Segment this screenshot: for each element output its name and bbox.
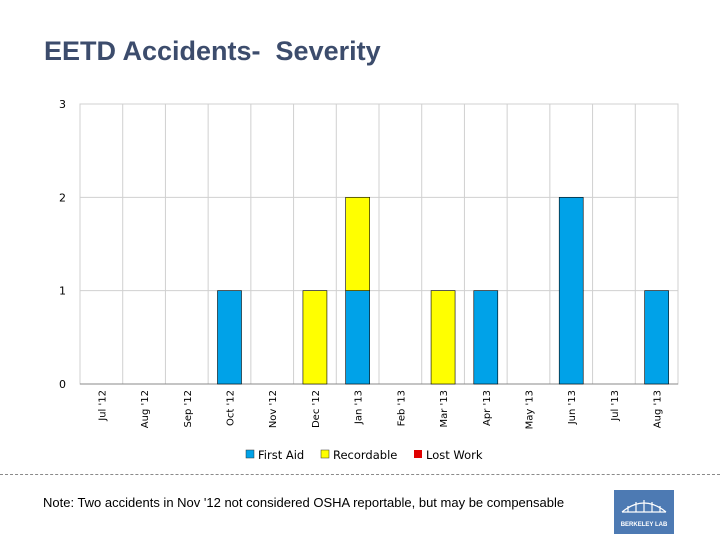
bar-recordable — [345, 197, 370, 291]
bar-recordable — [430, 290, 456, 385]
x-tick-label: May '13 — [525, 390, 536, 429]
legend-swatch — [245, 449, 255, 459]
x-tick-label: Jul '12 — [97, 390, 108, 422]
bar-first-aid — [345, 290, 370, 385]
x-tick-label: Jun '13 — [567, 390, 578, 425]
x-tick-label: Mar '13 — [439, 390, 450, 428]
footnote: Note: Two accidents in Nov '12 not consi… — [43, 495, 565, 510]
x-tick-label: Feb '13 — [396, 390, 407, 426]
x-tick-label: Oct '12 — [226, 390, 237, 426]
bar-first-aid — [558, 197, 584, 385]
legend-label: First Aid — [258, 448, 304, 462]
x-tick-label: Nov '12 — [268, 390, 279, 428]
legend-swatch — [320, 449, 330, 459]
legend-swatch — [414, 450, 422, 458]
bar-first-aid — [217, 290, 242, 385]
x-tick-label: Sep '12 — [183, 390, 194, 428]
bar-recordable — [302, 290, 328, 385]
legend-label: Recordable — [333, 448, 397, 462]
x-tick-label: Apr '13 — [482, 390, 493, 426]
y-tick-label: 1 — [59, 285, 66, 298]
page-title: EETD Accidents- Severity — [44, 36, 381, 66]
y-tick-label: 3 — [59, 98, 66, 111]
legend-label: Lost Work — [426, 448, 483, 462]
bar-first-aid — [473, 290, 499, 385]
x-tick-label: Aug '13 — [653, 390, 664, 428]
berkeley-lab-logo: BERKELEY LAB — [614, 490, 674, 534]
x-tick-label: Aug '12 — [140, 390, 151, 428]
x-tick-label: Jan '13 — [354, 390, 365, 425]
severity-chart: 0 1 2 3 Jul '12 Aug '12 Sep '12 Oct '12 Nov '12 D… — [59, 98, 679, 462]
bar-first-aid — [644, 290, 669, 385]
y-tick-label: 0 — [59, 378, 66, 391]
divider — [0, 474, 720, 475]
x-tick-label: Dec '12 — [311, 390, 322, 428]
y-tick-label: 2 — [59, 191, 66, 204]
x-tick-label: Jul '13 — [610, 390, 621, 422]
logo-text: BERKELEY LAB — [620, 522, 668, 528]
